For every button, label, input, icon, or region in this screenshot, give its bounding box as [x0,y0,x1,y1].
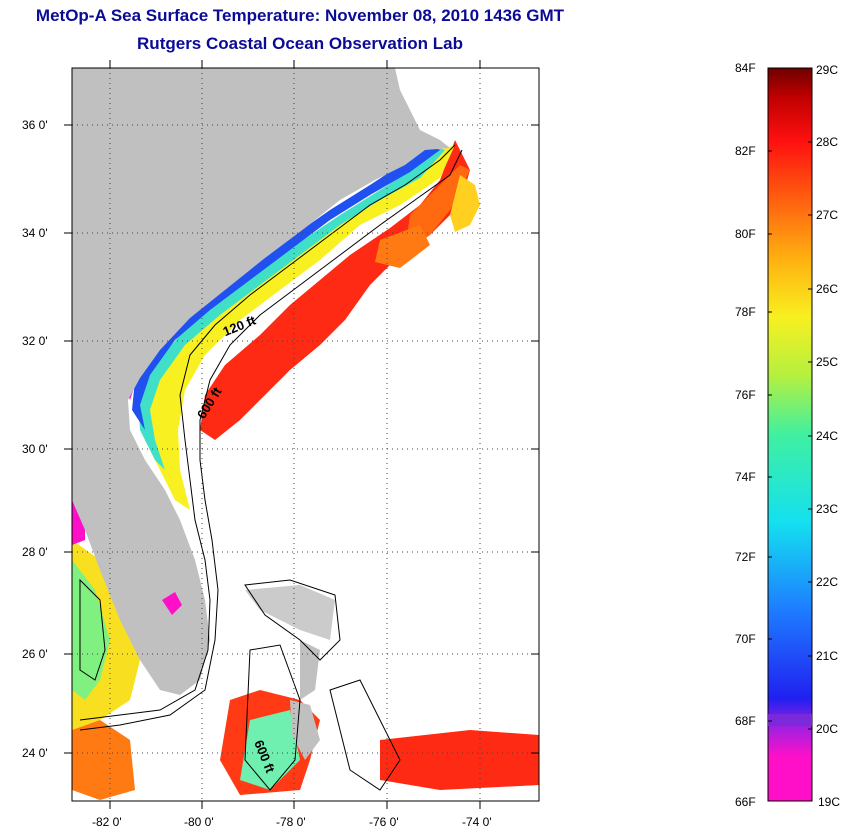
land-mass [72,68,450,695]
cb-f-72: 72F [735,550,756,564]
gulf-stream-sst [200,140,470,440]
cb-c-23: 23C [816,502,838,516]
contour-120ft [79,144,456,721]
cb-c-19: 19C [818,795,840,809]
lon-label-80: -80 0' [184,815,214,829]
lon-label-82: -82 0' [92,815,122,829]
cb-f-68: 68F [735,714,756,728]
cb-c-22: 22C [816,575,838,589]
axis-ticks [64,60,539,809]
lat-label-34: 34 0' [22,226,48,240]
map-title: MetOp-A Sea Surface Temperature: Novembe… [35,6,565,25]
map-plot-area: 120 ft 600 ft 600 ft [72,68,539,801]
lat-label-26: 26 0' [22,647,48,661]
cb-c-25: 25C [816,355,838,369]
colorbar [767,67,813,802]
colorbar-fahrenheit: 84F 82F 80F 78F 76F 74F 72F 70F 68F 66F [735,61,756,809]
cb-f-80: 80F [735,227,756,241]
lat-label-36: 36 0' [22,118,48,132]
cb-c-20: 20C [816,722,838,736]
plot-frame [71,67,540,802]
cb-f-70: 70F [735,632,756,646]
map-subtitle: Rutgers Coastal Ocean Observation Lab [137,34,463,53]
cb-f-84: 84F [735,61,756,75]
cb-f-66: 66F [735,795,756,809]
map-grid [72,68,539,801]
contour-600ft [79,149,463,731]
lat-label-32: 32 0' [22,334,48,348]
cb-c-28: 28C [816,135,838,149]
cb-c-29: 29C [816,63,838,77]
cb-f-78: 78F [735,305,756,319]
cb-f-74: 74F [735,470,756,484]
colorbar-celsius: 29C 28C 27C 26C 25C 24C 23C 22C 21C 20C … [816,63,840,809]
lat-label-24: 24 0' [22,746,48,760]
lat-label-30: 30 0' [22,442,48,456]
cb-c-27: 27C [816,208,838,222]
cb-f-82: 82F [735,144,756,158]
lon-label-76: -76 0' [369,815,399,829]
cb-c-24: 24C [816,429,838,443]
cb-c-26: 26C [816,282,838,296]
cb-c-21: 21C [816,649,838,663]
lat-label-28: 28 0' [22,545,48,559]
lon-label-74: -74 0' [462,815,492,829]
cb-f-76: 76F [735,388,756,402]
lon-label-78: -78 0' [276,815,306,829]
